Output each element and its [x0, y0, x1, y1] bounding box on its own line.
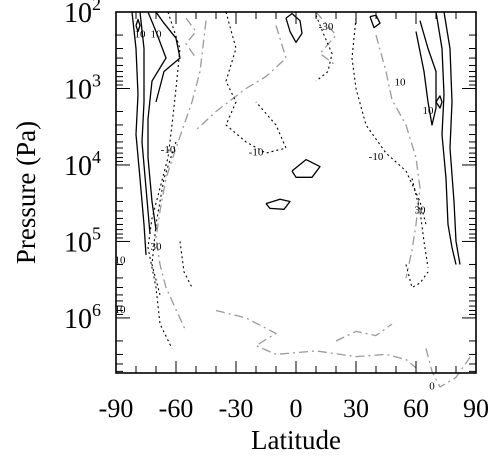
- contour-line-26: [315, 14, 333, 82]
- x-tick-label: 0: [290, 394, 303, 423]
- contour-line-24: [179, 241, 193, 288]
- contour-line-25: [405, 264, 429, 289]
- x-tick-label: 90: [463, 394, 489, 423]
- tick-layer: [115, 11, 477, 373]
- contour-line-28: [411, 178, 429, 268]
- x-tick-label: 60: [403, 394, 429, 423]
- contour-label-11: 10: [115, 255, 127, 267]
- contour-line-14: [155, 20, 207, 332]
- contour-line-3: [155, 11, 181, 103]
- y-tick-labels: 102 103 104 105 106: [64, 0, 101, 335]
- contour-line-8: [265, 198, 291, 210]
- contour-line-15: [195, 25, 287, 131]
- contour-label-4: -10: [369, 151, 384, 163]
- contour-line-17: [375, 34, 421, 279]
- contour-layer: [131, 11, 473, 388]
- x-tick-label: -60: [159, 394, 194, 423]
- contour-label-1: 10: [151, 29, 163, 41]
- contour-label-5: -30: [319, 21, 334, 33]
- x-tick-labels: -90 -60 -30 0 30 60 90: [99, 394, 489, 423]
- y-tick-label: 105: [64, 223, 101, 258]
- y-tick-label: 106: [64, 300, 101, 335]
- contour-line-4: [135, 18, 141, 33]
- contour-line-2: [147, 11, 167, 230]
- contour-label-3: -10: [249, 147, 264, 159]
- contour-label-0: 10: [135, 29, 147, 41]
- contour-label-9: 0: [429, 381, 435, 393]
- contour-line-6: [369, 14, 381, 29]
- y-tick-label: 104: [64, 147, 101, 182]
- contour-label-10: 10: [423, 105, 435, 117]
- contour-line-27: [151, 141, 177, 296]
- contour-label-7: 30: [151, 241, 163, 253]
- contour-line-22: [225, 11, 287, 154]
- contour-label-6: 10: [395, 77, 407, 89]
- x-tick-label: 30: [343, 394, 369, 423]
- contour-line-7: [291, 158, 321, 178]
- y-tick-label: 103: [64, 70, 101, 105]
- contour-line-5: [285, 12, 303, 44]
- x-tick-label: -90: [99, 394, 134, 423]
- contour-line-9: [415, 20, 437, 126]
- x-axis-label: Latitude: [251, 425, 341, 455]
- contour-label-8: 30: [415, 205, 427, 217]
- contour-line-19: [335, 323, 393, 342]
- contour-label-2: -10: [161, 144, 176, 156]
- contour-line-11: [443, 11, 461, 265]
- y-axis-label: Pressure (Pa): [11, 121, 41, 264]
- contour-line-18: [215, 309, 417, 369]
- contour-line-23: [351, 18, 427, 225]
- contour-line-12: [435, 95, 443, 109]
- x-tick-label: -30: [219, 394, 254, 423]
- contour-line-21: [147, 11, 181, 349]
- contour-line-13: [185, 17, 197, 59]
- contour-line-0: [131, 11, 147, 255]
- contour-line-1: [139, 11, 151, 235]
- contour-line-20: [425, 348, 473, 388]
- y-tick-label: 102: [64, 0, 101, 29]
- contour-line-10: [435, 11, 457, 265]
